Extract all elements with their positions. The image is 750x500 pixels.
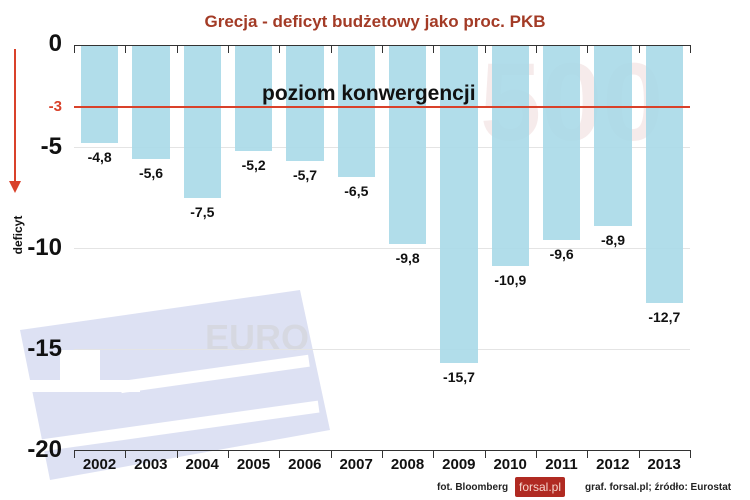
value-label-2002: -4,8 [87,148,112,165]
value-label-2003: -5,6 [138,165,164,182]
tick-mark [331,450,332,458]
tick-mark [536,45,537,53]
x-label-2008: 2008 [390,456,425,473]
tick-mark [125,450,126,458]
tick-mark [690,45,691,53]
tick-mark [279,45,280,53]
tick-mark [228,45,229,53]
convergence-reference-line [74,106,690,108]
value-label-2005: -5,2 [241,157,266,174]
tick-mark [639,450,640,458]
tick-mark [382,45,383,53]
bar-2002 [81,46,119,143]
x-label-2013: 2013 [647,456,681,473]
x-label-2002: 2002 [82,456,117,473]
tick-mark [382,450,383,458]
tick-mark [485,450,486,458]
bar-2011 [543,46,581,240]
chart-title: Grecja - deficyt budżetowy jako proc. PK… [204,12,546,31]
x-label-2007: 2007 [339,456,373,473]
x-label-2012: 2012 [596,456,630,473]
y-tick-minus-10: -10 [27,234,62,261]
svg-text:EURO: EURO [205,317,309,358]
y-tick-0: 0 [48,30,62,57]
tick-mark [536,450,537,458]
value-label-2011: -9,6 [549,245,574,262]
bar-2008 [389,46,427,244]
bar-2004 [183,46,221,198]
x-label-2010: 2010 [493,456,527,473]
tick-mark [228,450,229,458]
y-tick-minus-3: -3 [48,98,62,115]
y-axis-title: deficyt [11,215,25,255]
bar-2010 [491,46,529,267]
bar-2005 [235,46,273,152]
forsal-logo: forsal.pl [515,477,565,497]
bar-2006 [286,46,324,162]
convergence-label: poziom konwergencji [262,82,476,105]
value-label-2007: -6,5 [344,183,369,200]
tick-mark [177,450,178,458]
value-label-2010: -10,9 [494,272,527,289]
x-label-2011: 2011 [545,456,578,473]
tick-mark [433,450,434,458]
source-credit: graf. forsal.pl; źródło: Eurostat [585,482,732,493]
y-tick-minus-5: -5 [40,133,62,160]
tick-mark [587,45,588,53]
y-tick-minus-15: -15 [27,335,62,362]
x-label-2006: 2006 [288,456,322,473]
tick-mark [639,45,640,53]
value-label-2008: -9,8 [395,249,420,266]
bar-2013 [645,46,683,303]
photo-credit: fot. Bloomberg [437,482,509,493]
tick-mark [74,450,75,458]
tick-mark [690,450,691,458]
x-label-2005: 2005 [236,456,271,473]
tick-mark [74,45,75,53]
y-tick-minus-20: -20 [27,436,62,463]
value-label-2012: -8,9 [600,231,626,248]
bar-2003 [132,46,170,160]
x-label-2004: 2004 [185,456,219,473]
value-label-2009: -15,7 [443,369,475,386]
gridline-minus-10 [74,248,690,249]
tick-mark [331,45,332,53]
bar-2009 [440,46,478,364]
tick-mark [587,450,588,458]
tick-mark [433,45,434,53]
value-label-2006: -5,7 [292,167,318,184]
x-label-2003: 2003 [134,456,168,473]
arrow-down-icon [9,181,21,193]
bar-2012 [594,46,632,226]
value-label-2013: -12,7 [648,308,681,325]
x-label-2009: 2009 [442,456,476,473]
gridline-minus-15 [74,349,690,350]
value-label-2004: -7,5 [190,203,215,220]
tick-mark [125,45,126,53]
tick-mark [485,45,486,53]
deficit-arrow-icon [14,49,16,183]
gridline-minus-5 [74,147,690,148]
tick-mark [177,45,178,53]
tick-mark [279,450,280,458]
bar-2007 [337,46,375,178]
